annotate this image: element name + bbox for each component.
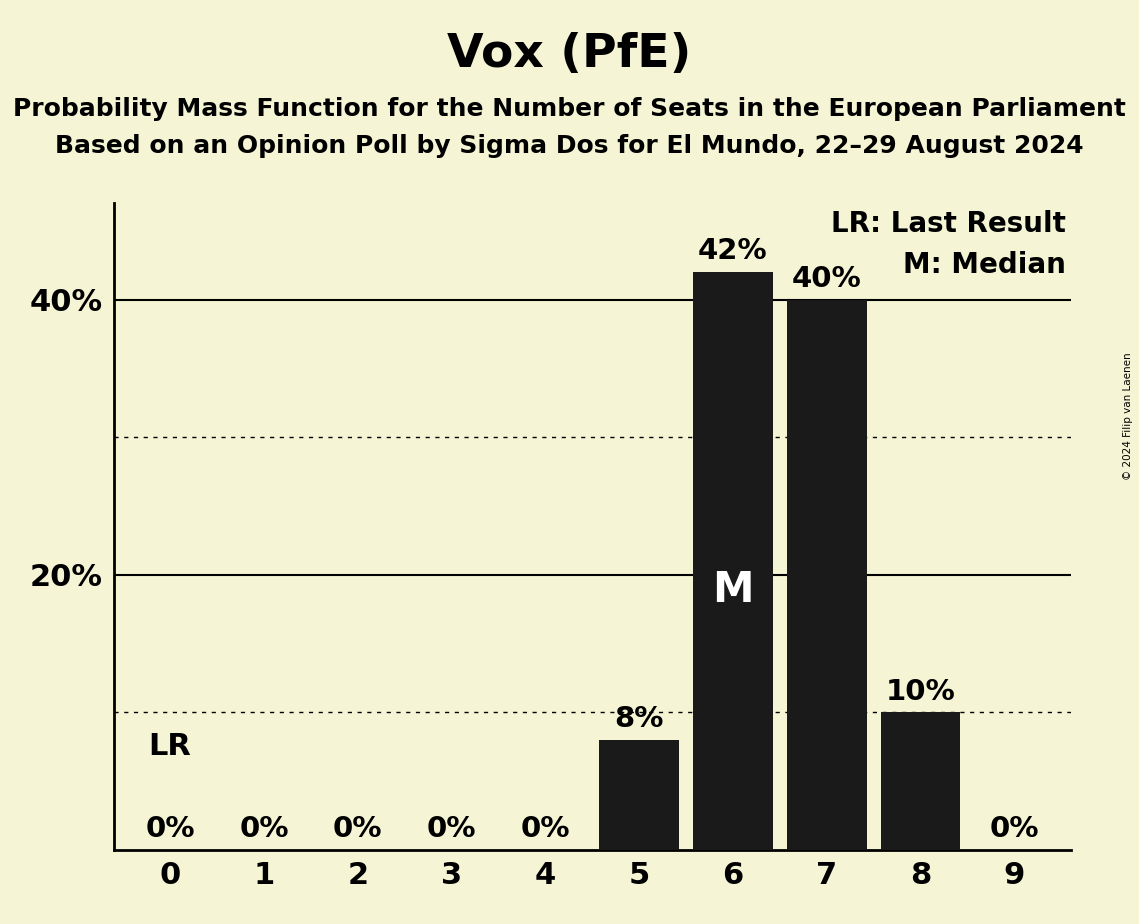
Text: LR: LR xyxy=(149,733,191,761)
Text: 10%: 10% xyxy=(886,677,956,706)
Text: 0%: 0% xyxy=(427,815,476,844)
Text: Probability Mass Function for the Number of Seats in the European Parliament: Probability Mass Function for the Number… xyxy=(13,97,1126,121)
Text: 0%: 0% xyxy=(333,815,383,844)
Bar xyxy=(787,299,867,850)
Text: M: Median: M: Median xyxy=(903,251,1066,279)
Bar xyxy=(599,740,679,850)
Bar xyxy=(694,272,773,850)
Text: 0%: 0% xyxy=(521,815,571,844)
Text: 8%: 8% xyxy=(615,705,664,733)
Text: LR: Last Result: LR: Last Result xyxy=(831,210,1066,238)
Text: 40%: 40% xyxy=(792,265,862,293)
Text: Based on an Opinion Poll by Sigma Dos for El Mundo, 22–29 August 2024: Based on an Opinion Poll by Sigma Dos fo… xyxy=(55,134,1084,158)
Text: M: M xyxy=(712,569,754,611)
Text: 42%: 42% xyxy=(698,237,768,265)
Text: 0%: 0% xyxy=(990,815,1039,844)
Text: 0%: 0% xyxy=(239,815,288,844)
Text: Vox (PfE): Vox (PfE) xyxy=(448,32,691,78)
Text: 0%: 0% xyxy=(146,815,195,844)
Bar xyxy=(880,712,960,850)
Text: © 2024 Filip van Laenen: © 2024 Filip van Laenen xyxy=(1123,352,1133,480)
